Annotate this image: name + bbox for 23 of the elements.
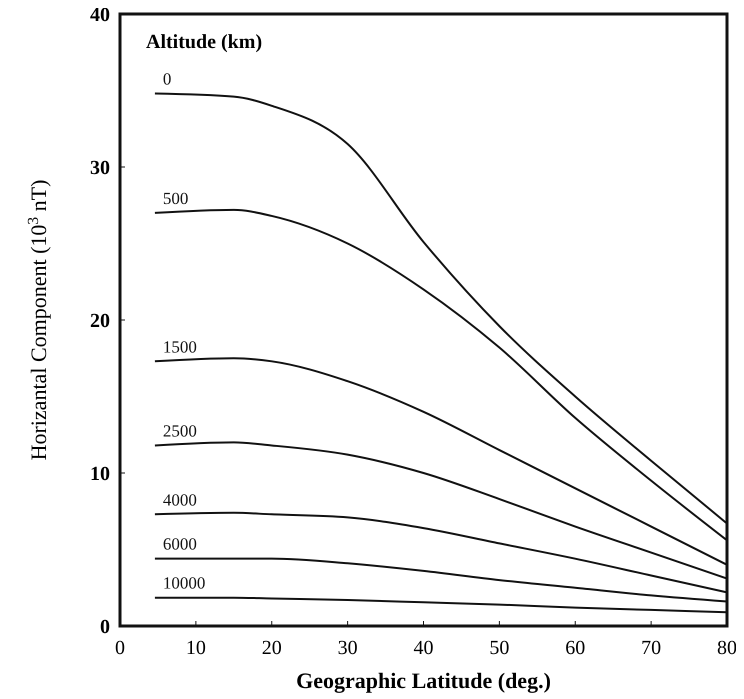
series-label: 500 <box>162 188 188 208</box>
legend-title: Altitude (km) <box>146 31 262 53</box>
y-tick-label: 10 <box>90 463 110 485</box>
x-axis-title: Geographic Latitude (deg.) <box>296 668 551 693</box>
x-tick-label: 20 <box>262 637 282 659</box>
x-tick-label: 10 <box>186 637 206 659</box>
x-tick-label: 80 <box>717 637 737 659</box>
series-label: 0 <box>162 70 172 89</box>
series-label: 10000 <box>162 574 206 593</box>
series-label: 4000 <box>162 490 197 510</box>
y-tick-label: 30 <box>90 157 110 179</box>
series-label: 6000 <box>162 534 197 554</box>
y-tick-label: 0 <box>100 616 110 638</box>
series-label: 2500 <box>162 421 197 440</box>
x-tick-label: 50 <box>489 637 510 659</box>
y-tick-label: 40 <box>90 4 110 26</box>
x-tick-label: 40 <box>414 637 434 659</box>
x-tick-label: 30 <box>338 637 358 659</box>
x-tick-label: 70 <box>641 637 662 659</box>
x-tick-label: 0 <box>115 637 125 659</box>
y-tick-label: 20 <box>90 310 110 332</box>
series-label: 1500 <box>162 337 197 356</box>
x-tick-label: 60 <box>565 637 586 659</box>
